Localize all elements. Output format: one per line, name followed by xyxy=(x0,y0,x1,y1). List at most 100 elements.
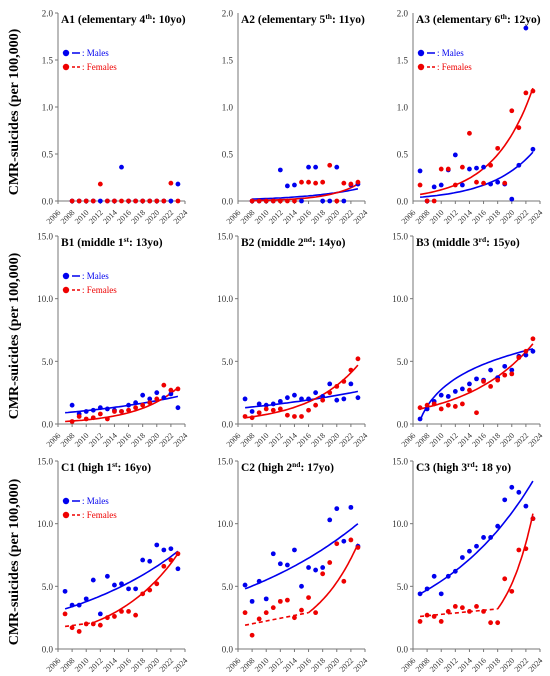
data-point-females xyxy=(495,145,501,151)
data-point-females xyxy=(284,412,290,418)
data-point-females xyxy=(147,400,153,406)
trend-line-males xyxy=(420,151,534,198)
data-point-females xyxy=(341,578,347,584)
data-point-females xyxy=(431,614,437,619)
data-point-males xyxy=(355,395,361,401)
data-point-males xyxy=(327,198,333,204)
data-point-males xyxy=(168,198,174,204)
data-point-females xyxy=(445,402,451,408)
x-tick-label: 2022 xyxy=(513,656,531,674)
data-point-males xyxy=(495,523,501,529)
legend-females-marker xyxy=(62,286,70,294)
panel-title-superscript: nd xyxy=(292,460,301,469)
x-tick-label: 2008 xyxy=(414,208,432,226)
data-point-males xyxy=(474,165,479,171)
data-point-females xyxy=(168,180,174,186)
y-tick-label: 2.0 xyxy=(42,9,54,19)
data-point-females xyxy=(154,581,160,587)
data-point-females xyxy=(445,166,451,172)
data-point-males xyxy=(334,506,340,512)
trend-line-males xyxy=(419,480,534,595)
data-point-males xyxy=(530,146,536,152)
legend-females-marker xyxy=(62,63,70,71)
trend-line-males xyxy=(64,550,179,610)
x-tick-label: 2012 xyxy=(442,431,460,449)
x-tick-label: 2008 xyxy=(59,431,77,449)
data-point-females xyxy=(474,603,479,609)
panel-title-superscript: nd xyxy=(304,235,313,244)
legend-females-marker xyxy=(62,511,70,519)
x-tick-label: 2012 xyxy=(267,656,285,674)
data-point-females xyxy=(481,180,486,186)
trend-line-females xyxy=(252,183,359,202)
data-point-females xyxy=(320,571,326,577)
panel-title-text: : 14yo) xyxy=(312,237,346,249)
x-tick-label: 2012 xyxy=(87,656,105,674)
data-point-males xyxy=(97,611,103,617)
y-tick-label: 0.5 xyxy=(222,150,234,160)
x-tick-label: 2010 xyxy=(253,431,271,449)
panel-a1: 0.00.51.01.52.02006200820102012201420162… xyxy=(42,9,190,226)
data-point-males xyxy=(438,591,444,597)
data-point-females xyxy=(516,125,522,131)
data-point-males xyxy=(341,396,347,402)
data-point-females xyxy=(69,419,75,424)
x-tick-label: 2014 xyxy=(281,431,299,449)
legend-males-label: : Males xyxy=(82,496,109,506)
data-point-females xyxy=(502,576,508,582)
panel-title-text: B3 (middle 3 xyxy=(416,237,479,249)
x-tick-label: 2018 xyxy=(484,431,502,449)
data-point-females xyxy=(284,597,290,603)
panel-title-text: : 11yo) xyxy=(332,14,365,26)
data-point-males xyxy=(516,162,522,168)
data-point-females xyxy=(270,605,276,611)
x-tick-label: 2020 xyxy=(144,431,162,449)
y-tick-label: 15.0 xyxy=(37,457,53,467)
x-tick-label: 2020 xyxy=(324,656,342,674)
data-point-males xyxy=(488,535,494,540)
data-point-females xyxy=(306,179,311,185)
x-tick-label: 2024 xyxy=(527,431,545,449)
legend-males-marker xyxy=(62,272,70,280)
data-point-females xyxy=(523,348,529,354)
data-point-females xyxy=(481,378,486,384)
x-tick-label: 2012 xyxy=(442,208,460,226)
data-point-males xyxy=(168,546,174,552)
data-point-females xyxy=(452,404,458,409)
data-point-males xyxy=(154,542,160,548)
data-point-males xyxy=(83,596,89,602)
legend-females-label: : Females xyxy=(437,62,472,72)
data-point-males xyxy=(242,582,248,588)
x-tick-label: 2018 xyxy=(129,431,147,449)
legend-females-marker xyxy=(417,63,425,71)
data-point-females xyxy=(417,405,423,411)
data-point-females xyxy=(424,198,430,204)
data-point-females xyxy=(242,610,248,616)
y-tick-label: 0.0 xyxy=(42,197,54,207)
data-point-females xyxy=(76,198,82,204)
data-point-males xyxy=(313,164,319,170)
panel-a2: 0.00.51.01.52.02006200820102012201420162… xyxy=(222,9,370,226)
x-tick-label: 2024 xyxy=(172,208,190,226)
legend-females-label: : Females xyxy=(82,285,117,295)
data-point-males xyxy=(474,543,479,549)
data-point-females xyxy=(147,198,153,204)
x-tick-label: 2008 xyxy=(59,656,77,674)
legend: : Males: Females xyxy=(417,48,472,72)
trend-line-females xyxy=(419,343,534,410)
x-tick-label: 2018 xyxy=(484,656,502,674)
legend: : Males: Females xyxy=(62,496,117,520)
panel-title-text: C2 (high 2 xyxy=(241,462,292,474)
data-point-females xyxy=(256,410,262,416)
data-point-males xyxy=(263,596,269,602)
legend: : Males: Females xyxy=(62,48,117,72)
y-tick-label: 0.0 xyxy=(222,645,234,655)
data-point-females xyxy=(509,588,515,594)
x-tick-label: 2014 xyxy=(456,656,474,674)
x-tick-label: 2010 xyxy=(73,431,91,449)
x-tick-label: 2008 xyxy=(239,656,257,674)
panel-b1: 0.05.010.015.020062008201020122014201620… xyxy=(37,232,189,449)
x-tick-label: 2016 xyxy=(115,208,133,226)
x-tick-label: 2010 xyxy=(253,208,271,226)
